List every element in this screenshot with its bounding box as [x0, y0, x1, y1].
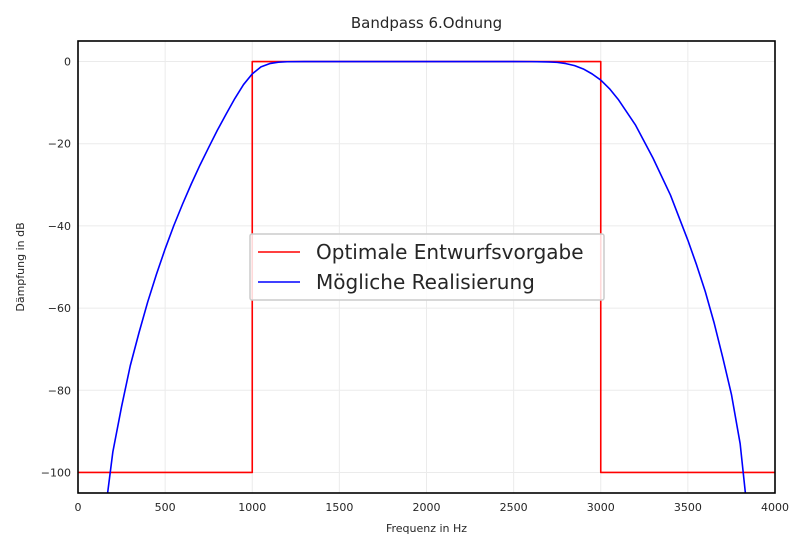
x-tick-label: 2500 [500, 501, 528, 514]
y-tick-label: 0 [64, 56, 71, 69]
tick-labels: 0 500 1000 1500 2000 2500 3000 3500 4000 0 −20 −40 −… [41, 56, 789, 514]
chart-title: Bandpass 6.Odnung [351, 14, 502, 32]
y-tick-label: −40 [48, 220, 71, 233]
legend-box [249, 233, 605, 301]
series-layer [78, 60, 775, 493]
y-tick-label: −80 [48, 384, 71, 397]
legend-label-series-1: Mögliche Realisierung [316, 270, 535, 294]
y-tick-label: −20 [48, 138, 71, 151]
x-tick-label: 1000 [238, 501, 266, 514]
series-line-1 [106, 60, 747, 493]
y-axis-label: Dämpfung in dB [14, 222, 27, 311]
legend: Optimale Entwurfsvorgabe Mögliche Realis… [249, 233, 605, 301]
x-tick-label: 4000 [761, 501, 789, 514]
legend-label-series-0: Optimale Entwurfsvorgabe [316, 240, 584, 264]
x-tick-label: 3500 [674, 501, 702, 514]
plot-frame [77, 40, 776, 494]
y-tick-label: −60 [48, 302, 71, 315]
x-axis-label: Frequenz in Hz [386, 522, 467, 535]
x-tick-label: 0 [75, 501, 82, 514]
x-tick-label: 1500 [325, 501, 353, 514]
x-tick-label: 3000 [587, 501, 615, 514]
y-tick-label: −100 [41, 466, 71, 479]
x-tick-label: 2000 [413, 501, 441, 514]
x-tick-label: 500 [155, 501, 176, 514]
